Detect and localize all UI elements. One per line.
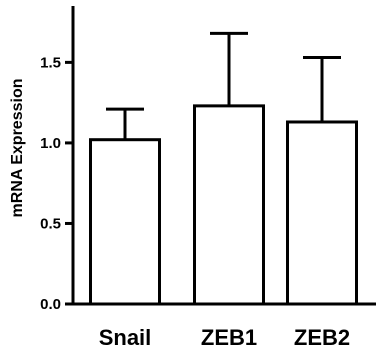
category-label-zeb1: ZEB1	[201, 325, 257, 350]
y-tick-label: 1.0	[40, 135, 61, 152]
bar-zeb2	[286, 120, 358, 306]
axes-layer	[65, 6, 376, 306]
y-axis-title: mRNA Expression	[9, 79, 26, 218]
bars-layer	[89, 104, 358, 306]
y-tick-label: 0.0	[40, 296, 61, 313]
y-tick-label: 1.5	[40, 54, 61, 71]
category-label-snail: Snail	[99, 325, 152, 350]
bar-snail	[89, 138, 161, 306]
error-bars-layer	[106, 31, 341, 140]
category-label-zeb2: ZEB2	[294, 325, 350, 350]
bar-zeb1	[193, 104, 265, 306]
labels-layer: Snail ZEB1 ZEB2 0.0 0.5 1.0 1.5	[40, 54, 350, 350]
y-tick-label: 0.5	[40, 215, 61, 232]
